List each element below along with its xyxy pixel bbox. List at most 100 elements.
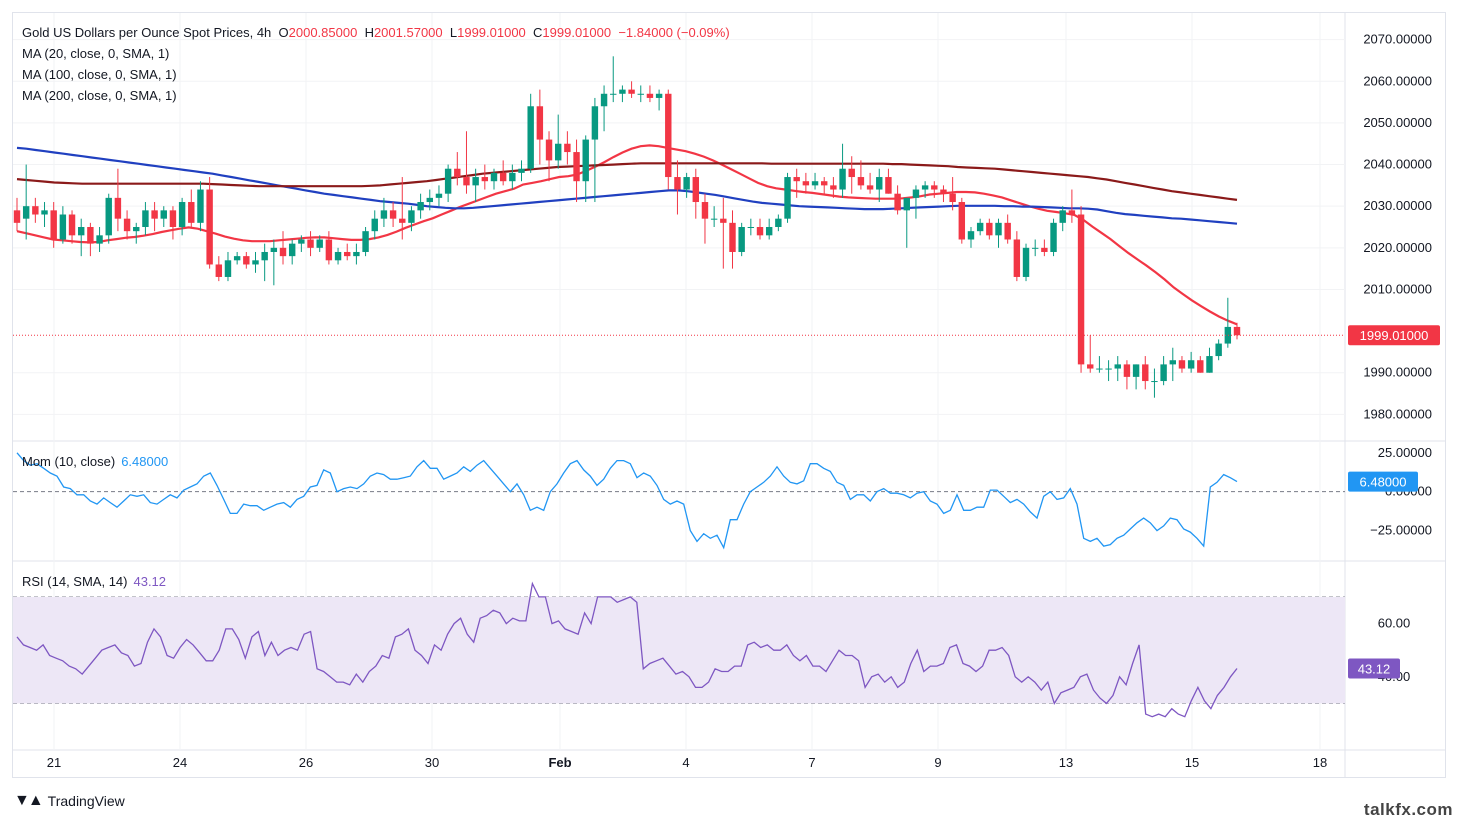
candle-body <box>78 227 85 236</box>
last-price-badge <box>1348 325 1440 346</box>
x-tick-label: 13 <box>1059 755 1073 770</box>
candle-body <box>133 227 140 232</box>
candle-body <box>87 227 94 244</box>
candle-body <box>444 168 452 194</box>
candle-body <box>1068 210 1076 215</box>
x-tick-label: 24 <box>173 755 187 770</box>
close-value: 1999.01000 <box>542 25 612 40</box>
tradingview-logo[interactable]: ▼▲ TradingView <box>14 792 125 809</box>
candle-body <box>252 260 259 265</box>
candle-body <box>169 210 177 227</box>
change-value: −1.84000 (−0.09%) <box>618 25 730 40</box>
candle-body <box>1123 364 1131 377</box>
candle-body <box>564 143 571 153</box>
momentum-title: Mom (10, close) <box>22 454 116 469</box>
candle-body <box>1004 222 1011 240</box>
candle-body <box>399 218 406 223</box>
candle-body <box>160 210 167 219</box>
candle-body <box>353 251 360 257</box>
rsi-legend[interactable]: RSI (14, SMA, 14) 43.12 <box>22 574 166 589</box>
candle-body <box>344 251 351 257</box>
candle-body <box>839 168 846 190</box>
candle-body <box>1077 214 1085 365</box>
candle-body <box>866 185 874 190</box>
talkfx-watermark: talkfx.com <box>1363 800 1453 819</box>
candle-body <box>765 227 773 236</box>
candle-body <box>793 177 800 182</box>
candle-body <box>637 93 644 95</box>
rsi-value-badge <box>1348 658 1400 679</box>
candle-body <box>683 177 690 190</box>
ma200-legend[interactable]: MA (200, close, 0, SMA, 1) <box>22 88 177 103</box>
candle-body <box>13 210 21 223</box>
candle-body <box>921 185 929 190</box>
candle-body <box>463 177 470 186</box>
high-value: 2001.57000 <box>373 25 443 40</box>
candle-body <box>940 189 947 194</box>
candle-body <box>371 218 378 232</box>
candle-body <box>885 177 892 194</box>
candle-body <box>545 139 553 161</box>
x-tick-label: 15 <box>1185 755 1199 770</box>
candle-body <box>233 256 241 261</box>
candle-body <box>903 197 910 211</box>
candle-body <box>527 106 534 169</box>
candle-body <box>710 218 718 220</box>
rsi-band <box>13 596 1345 704</box>
ma20-legend[interactable]: MA (20, close, 0, SMA, 1) <box>22 46 170 61</box>
candle-body <box>1197 360 1204 373</box>
candle-body <box>188 202 195 223</box>
candle-body <box>197 189 204 223</box>
price-tick-label: 2030.00000 <box>1363 198 1432 213</box>
low-label: L <box>449 25 458 40</box>
rsi-line <box>16 581 1238 718</box>
candle-body <box>1105 368 1112 370</box>
momentum-value-label: 6.48000 <box>1360 475 1407 490</box>
last-price-label: 1999.01000 <box>1360 328 1429 343</box>
candle-body <box>692 177 700 203</box>
price-tick-label: 2070.00000 <box>1363 32 1432 47</box>
candle-body <box>747 227 755 228</box>
candle-body <box>830 185 837 190</box>
candle-body <box>1169 360 1176 365</box>
low-value: 1999.01000 <box>457 25 526 40</box>
candle-body <box>261 251 268 261</box>
candle-body <box>536 106 544 140</box>
candle-body <box>894 193 901 211</box>
open-label: O <box>278 25 289 40</box>
rsi-tick-label: 60.00 <box>1378 616 1411 631</box>
candle-body <box>591 106 599 140</box>
candle-body <box>931 185 938 190</box>
candle-body <box>876 177 883 190</box>
price-tick-label: 1980.00000 <box>1363 406 1432 421</box>
momentum-legend-value: 6.48000 <box>121 454 169 469</box>
candle-body <box>628 89 635 94</box>
candle-body <box>1096 368 1103 370</box>
candle-body <box>518 168 525 173</box>
candle-body <box>1206 356 1213 373</box>
candle-body <box>215 264 223 277</box>
candle-body <box>1022 247 1030 277</box>
ma100-line <box>16 146 1238 225</box>
candle-body <box>96 235 103 244</box>
momentum-tick-label: −25.00000 <box>1370 523 1432 538</box>
close-label: C <box>533 25 543 40</box>
candle-body <box>986 222 993 236</box>
candle-body <box>775 218 782 227</box>
candle-body <box>756 227 764 236</box>
price-tick-label: 2020.00000 <box>1363 240 1432 255</box>
ma100-legend[interactable]: MA (100, close, 0, SMA, 1) <box>22 67 177 82</box>
candle-body <box>554 143 562 161</box>
candle-body <box>1142 364 1149 382</box>
moving-averages-layer <box>16 144 1238 326</box>
x-tick-label: Feb <box>548 755 571 770</box>
candle-body <box>655 93 663 98</box>
momentum-legend[interactable]: Mom (10, close) 6.48000 <box>22 454 168 469</box>
candle-body <box>454 168 461 178</box>
candle-body <box>1050 222 1057 252</box>
candles-layer <box>13 56 1345 398</box>
momentum-tick-label: 25.00000 <box>1378 445 1432 460</box>
candle-body <box>435 193 443 198</box>
tradingview-logo-icon: ▼▲ <box>14 792 44 809</box>
